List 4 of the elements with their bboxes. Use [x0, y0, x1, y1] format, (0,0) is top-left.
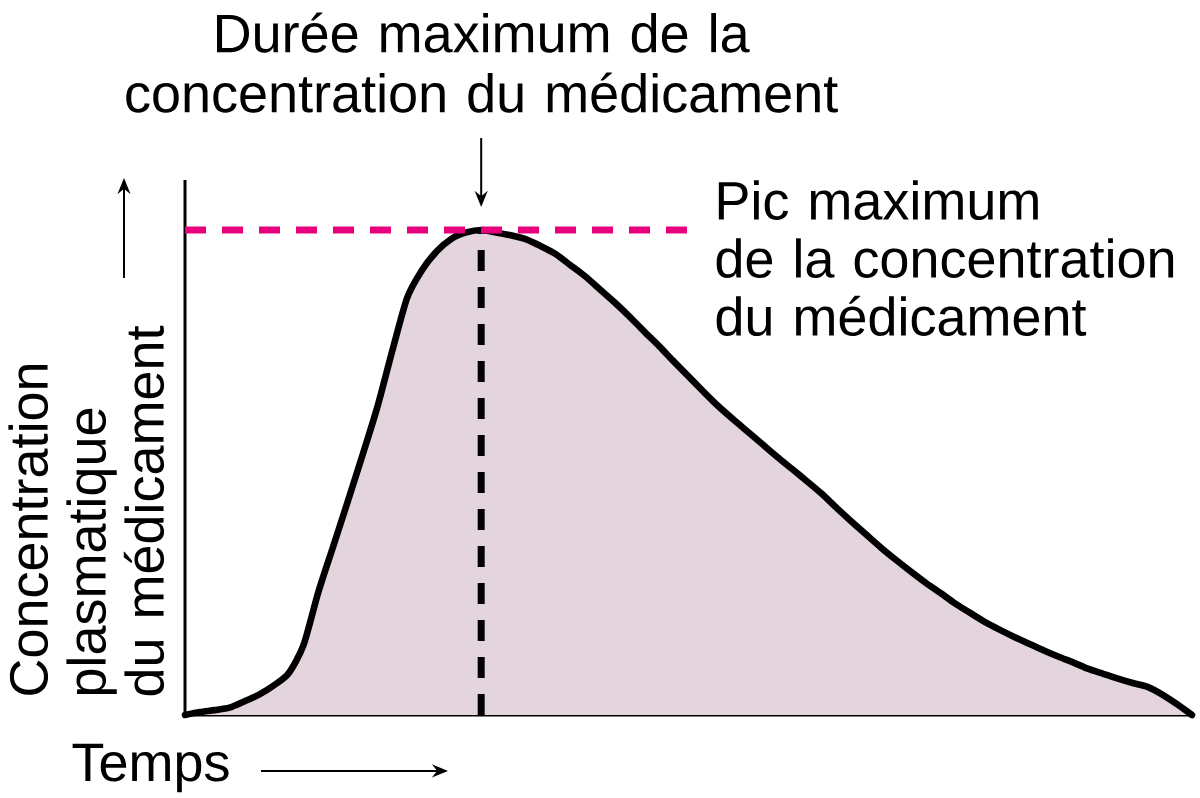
y-axis-title: Concentration plasmatique du médicament — [8, 325, 165, 696]
ref-line-label: Pic maximum de la concentration du médicament — [716, 180, 1174, 337]
text: Durée maximum de la concentration du médicament — [126, 12, 838, 113]
x-axis-title: Temps — [72, 743, 229, 793]
